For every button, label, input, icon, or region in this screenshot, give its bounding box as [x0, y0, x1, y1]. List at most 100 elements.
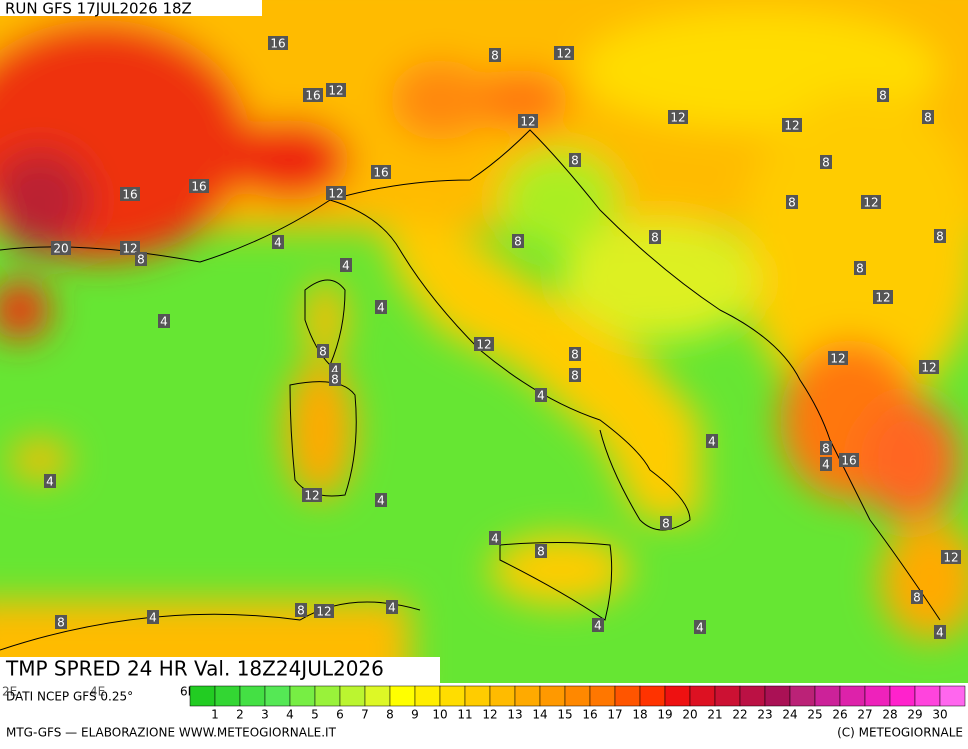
label-box — [786, 195, 798, 209]
label-box — [554, 46, 574, 60]
colorbar-swatch — [414, 685, 441, 707]
contour-label: 16 — [373, 166, 388, 180]
colorbar-label: 23 — [757, 708, 772, 722]
contour-label: 4 — [696, 621, 704, 635]
contour-label: 8 — [856, 262, 864, 276]
contour-label: 8 — [491, 49, 499, 63]
label-box — [44, 474, 56, 488]
contour-label: 8 — [137, 253, 145, 267]
label-box — [839, 453, 859, 467]
contour-label: 16 — [191, 180, 206, 194]
contour-label: 4 — [160, 315, 168, 329]
contour-label: 4 — [708, 435, 716, 449]
label-box — [375, 493, 387, 507]
label-box — [820, 457, 832, 471]
product-title: TMP SPRED 24 HR Val. 18Z24JUL2026 — [5, 657, 384, 681]
contour-label: 12 — [875, 291, 890, 305]
contour-label: 4 — [149, 611, 157, 625]
label-box — [272, 235, 284, 249]
contour-label: 12 — [304, 489, 319, 503]
label-box — [660, 516, 672, 530]
label-box — [135, 252, 147, 266]
label-box — [329, 372, 341, 386]
lon-label: 2E — [2, 685, 17, 699]
contour-label: 8 — [924, 111, 932, 125]
label-box — [873, 290, 893, 304]
colorbar-swatch — [714, 685, 741, 707]
colorbar-label: 24 — [782, 708, 797, 722]
label-box — [512, 234, 524, 248]
label-box — [569, 368, 581, 382]
contour-label: 4 — [377, 301, 385, 315]
credit: MTG-GFS — ELABORAZIONE WWW.METEOGIORNALE… — [6, 726, 337, 740]
colorbar-swatch — [464, 685, 491, 707]
colorbar-label: 21 — [707, 708, 722, 722]
label-box — [340, 258, 352, 272]
contour-label: 8 — [331, 373, 339, 387]
colorbar-swatch — [289, 685, 316, 707]
label-box — [147, 610, 159, 624]
colorbar-swatch — [789, 685, 816, 707]
label-box — [592, 618, 604, 632]
label-box — [302, 488, 322, 502]
label-box — [706, 434, 718, 448]
label-box — [326, 83, 346, 97]
contour-label: 12 — [316, 605, 331, 619]
colorbar-label: 9 — [411, 708, 419, 722]
source: DATI NCEP GFS 0.25° — [6, 690, 133, 704]
colorbar-swatch — [214, 685, 241, 707]
colorbar-swatch — [339, 685, 366, 707]
colorbar-label: 28 — [882, 708, 897, 722]
colorbar-swatch — [264, 685, 291, 707]
label-box — [474, 337, 494, 351]
label-box — [828, 351, 848, 365]
contour-label: 4 — [537, 389, 545, 403]
label-box — [489, 531, 501, 545]
contour-label: 12 — [556, 47, 571, 61]
label-box — [317, 344, 329, 358]
label-box — [189, 179, 209, 193]
label-box — [820, 155, 832, 169]
label-box — [375, 300, 387, 314]
contour-label: 8 — [571, 369, 579, 383]
label-box — [120, 241, 140, 255]
label-box — [877, 88, 889, 102]
label-box — [489, 48, 501, 62]
contour-label: 12 — [328, 187, 343, 201]
colorbar-label: 7 — [361, 708, 369, 722]
colorbar-label: 13 — [507, 708, 522, 722]
colorbar-swatch — [764, 685, 791, 707]
copyright: (C) METEOGIORNALE — [837, 726, 963, 740]
contour-label: 8 — [571, 348, 579, 362]
label-box — [854, 261, 866, 275]
label-box — [158, 314, 170, 328]
colorbar-swatch — [639, 685, 666, 707]
colorbar-swatch — [914, 685, 941, 707]
colorbar-label: 11 — [457, 708, 472, 722]
colorbar-label: 18 — [632, 708, 647, 722]
contour-label: 4 — [377, 494, 385, 508]
title-box — [0, 657, 440, 683]
label-box — [649, 230, 661, 244]
contour-label: 8 — [651, 231, 659, 245]
contour-label: 8 — [514, 235, 522, 249]
label-box — [922, 110, 934, 124]
colorbar-swatch — [814, 685, 841, 707]
contour-label: 4 — [274, 236, 282, 250]
colorbar-label: 27 — [857, 708, 872, 722]
label-box — [668, 110, 688, 124]
lon-label: 4E — [90, 685, 105, 699]
colorbar-label: 5 — [311, 708, 319, 722]
label-box — [303, 88, 323, 102]
contour-label: 4 — [331, 364, 339, 378]
label-box — [569, 153, 581, 167]
colorbar-swatch — [539, 685, 566, 707]
contour-label: 20 — [53, 242, 68, 256]
contour-label: 8 — [319, 345, 327, 359]
colorbar-label: 19 — [657, 708, 672, 722]
colorbar-label: 26 — [832, 708, 847, 722]
label-box — [295, 603, 307, 617]
label-box — [268, 36, 288, 50]
colorbar-label: 3 — [261, 708, 269, 722]
